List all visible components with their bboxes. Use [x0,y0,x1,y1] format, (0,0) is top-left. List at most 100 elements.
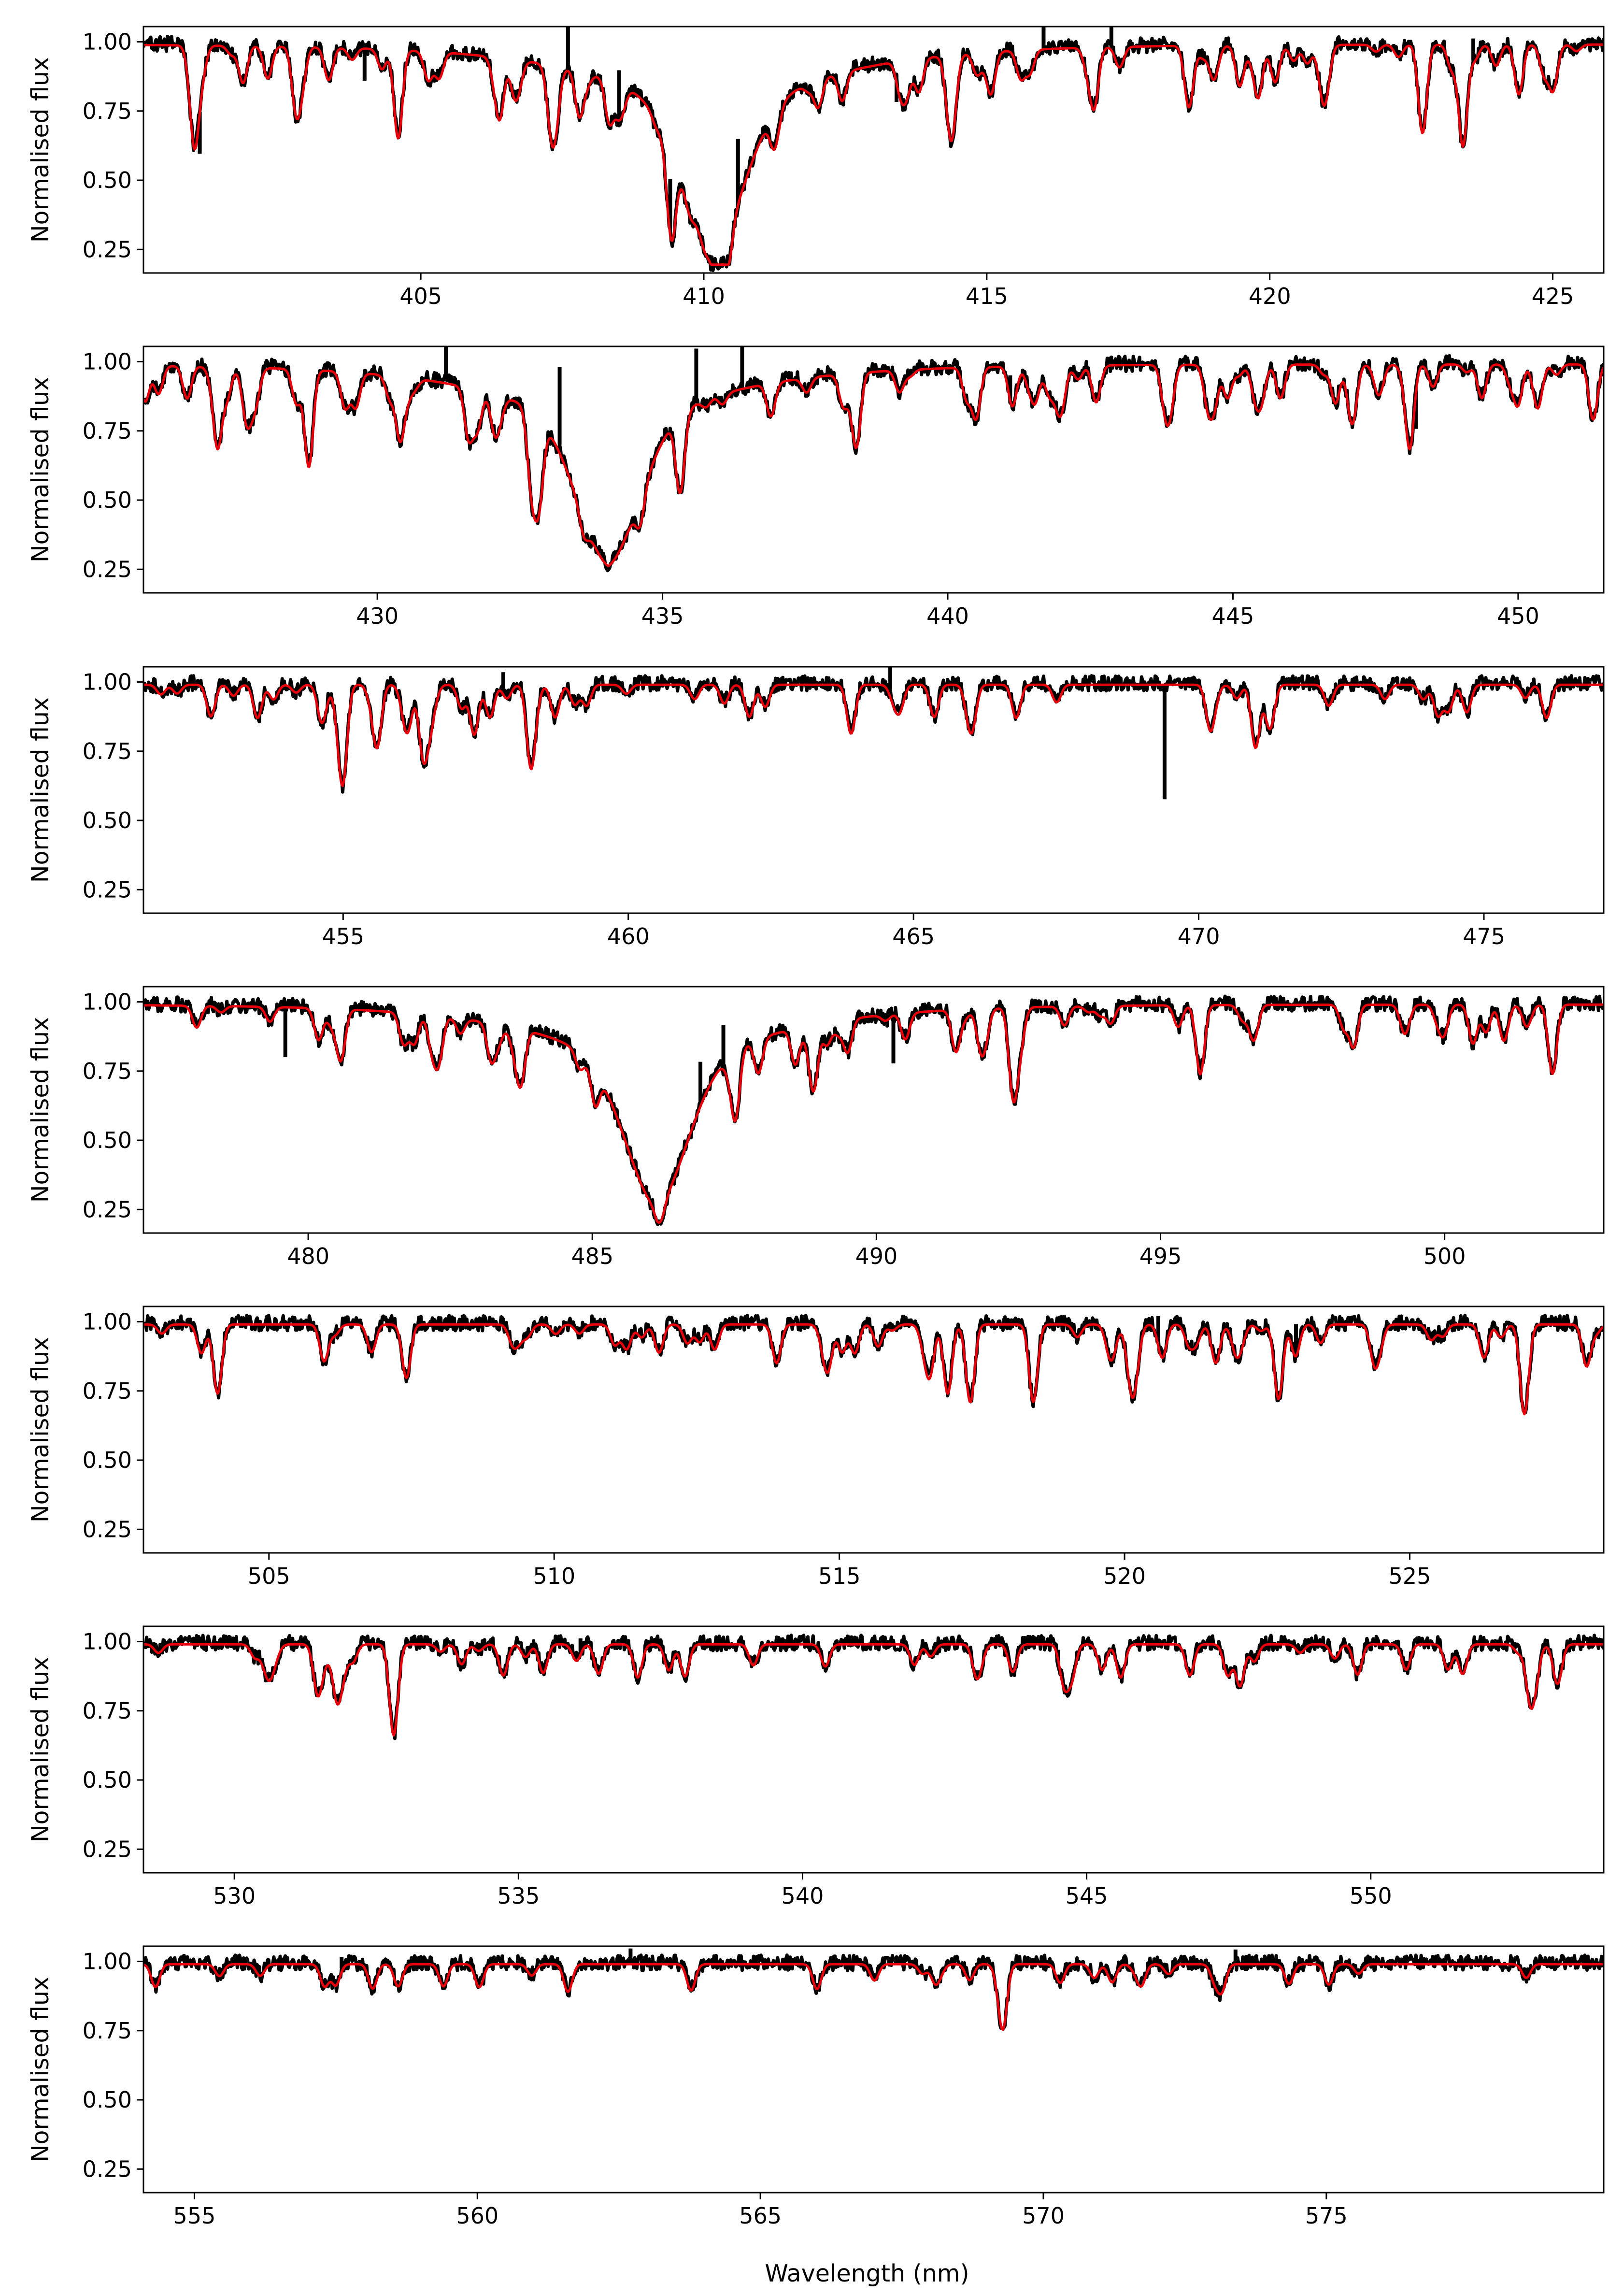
y-tick-label: 0.50 [83,1127,132,1153]
x-tick-label: 410 [683,283,725,309]
x-tick-label: 550 [1350,1883,1392,1909]
y-axis-label: Normalised flux [27,1657,54,1842]
y-axis-label: Normalised flux [27,1977,54,2162]
x-tick-label: 440 [926,603,969,629]
observed-spectrum-line [143,1314,1604,1414]
y-tick-label: 0.50 [83,807,132,833]
model-spectrum-line [143,683,1604,788]
x-tick-label: 495 [1139,1243,1182,1269]
observed-spectrum-line [143,1634,1604,1740]
x-tick-label: 435 [641,603,684,629]
axes-frame [142,26,1605,274]
spectrum-panel-7: 555 560 565 570 575 0.25 0.50 0.75 1.00 Normalise… [27,1945,1605,2229]
x-tick-label: 450 [1497,603,1539,629]
y-tick-label: 0.50 [83,487,132,513]
x-tick-label: 415 [966,283,1008,309]
x-tick-label: 405 [399,283,442,309]
y-tick-label: 0.75 [83,418,132,444]
y-tick-label: 0.50 [83,1447,132,1473]
x-tick-label: 540 [782,1883,824,1909]
y-tick-label: 0.25 [83,556,132,582]
spectrum-panel-6: 530 535 540 545 550 0.25 0.50 0.75 1.00 Normalise… [27,1625,1605,1909]
x-tick-label: 565 [739,2203,782,2229]
spectrum-panel-3: 455 460 465 470 475 0.25 0.50 0.75 1.00 Normalise… [27,666,1605,949]
x-axis-label: Wavelength (nm) [765,2260,969,2287]
y-tick-label: 1.00 [83,29,132,55]
observed-spectrum-line [143,35,1604,273]
y-tick-label: 0.75 [83,98,132,124]
x-tick-label: 480 [287,1243,329,1269]
y-tick-label: 0.25 [83,1836,132,1862]
y-tick-label: 0.75 [83,738,132,764]
y-tick-label: 1.00 [83,669,132,695]
axes-frame [142,986,1605,1234]
model-spectrum-line [143,1323,1604,1416]
x-tick-label: 490 [855,1243,897,1269]
x-tick-label: 470 [1178,923,1220,949]
x-tick-label: 475 [1463,923,1505,949]
y-tick-label: 0.25 [83,1516,132,1542]
y-tick-label: 0.75 [83,2018,132,2044]
y-tick-label: 1.00 [83,1949,132,1975]
x-tick-label: 575 [1305,2203,1348,2229]
x-tick-label: 520 [1103,1563,1146,1589]
y-tick-label: 0.75 [83,1058,132,1084]
plot-area [143,346,1604,573]
spectrum-panel-1: 405 410 415 420 425 0.25 0.50 0.75 1.00 Normalise… [27,26,1605,309]
plot-area [143,667,1604,800]
spectrum-panel-4: 480 485 490 495 500 0.25 0.50 0.75 1.00 Normalise… [27,986,1605,1269]
plot-area [143,1314,1604,1416]
x-tick-label: 535 [497,1883,540,1909]
plot-area [143,1948,1604,2031]
spectrum-panels: 405 410 415 420 425 0.25 0.50 0.75 1.00 Normalise… [27,26,1605,2229]
axes-frame [142,666,1605,914]
x-tick-label: 465 [892,923,935,949]
x-tick-label: 560 [456,2203,498,2229]
y-tick-label: 1.00 [83,1309,132,1335]
y-tick-label: 0.50 [83,1767,132,1793]
axes-frame [142,1625,1605,1874]
model-spectrum-line [143,1643,1604,1737]
x-tick-label: 420 [1249,283,1291,309]
spectrum-panel-5: 505 510 515 520 525 0.25 0.50 0.75 1.00 Normalise… [27,1306,1605,1589]
observed-spectrum-line [143,994,1604,1226]
x-tick-label: 545 [1066,1883,1108,1909]
y-tick-label: 0.25 [83,236,132,262]
y-axis-label: Normalised flux [27,377,54,562]
x-tick-label: 430 [356,603,399,629]
x-tick-label: 485 [571,1243,613,1269]
plot-area [143,27,1604,273]
y-tick-label: 1.00 [83,349,132,375]
y-tick-label: 0.25 [83,1196,132,1222]
y-tick-label: 0.25 [83,876,132,903]
model-spectrum-line [143,363,1604,567]
model-spectrum-line [143,1003,1604,1224]
y-axis-label: Normalised flux [27,1017,54,1203]
x-tick-label: 460 [607,923,650,949]
model-spectrum-line [143,1963,1604,2031]
x-tick-label: 505 [248,1563,290,1589]
x-tick-label: 445 [1212,603,1254,629]
y-axis-label: Normalised flux [27,1337,54,1522]
plot-area [143,1634,1604,1740]
y-tick-label: 0.75 [83,1378,132,1404]
y-axis-label: Normalised flux [27,697,54,883]
y-tick-label: 0.50 [83,167,132,193]
observed-spectrum-line [143,674,1604,794]
x-tick-label: 515 [818,1563,861,1589]
y-tick-label: 0.75 [83,1698,132,1724]
x-tick-label: 530 [213,1883,256,1909]
y-tick-label: 0.25 [83,2156,132,2182]
x-tick-label: 500 [1424,1243,1466,1269]
axes-frame [142,1306,1605,1554]
x-tick-label: 510 [533,1563,575,1589]
plot-area [143,994,1604,1226]
y-axis-label: Normalised flux [27,57,54,243]
model-spectrum-line [143,43,1604,266]
y-tick-label: 1.00 [83,989,132,1015]
x-tick-label: 555 [173,2203,216,2229]
y-tick-label: 0.50 [83,2087,132,2113]
x-tick-label: 425 [1532,283,1574,309]
x-tick-label: 525 [1389,1563,1431,1589]
